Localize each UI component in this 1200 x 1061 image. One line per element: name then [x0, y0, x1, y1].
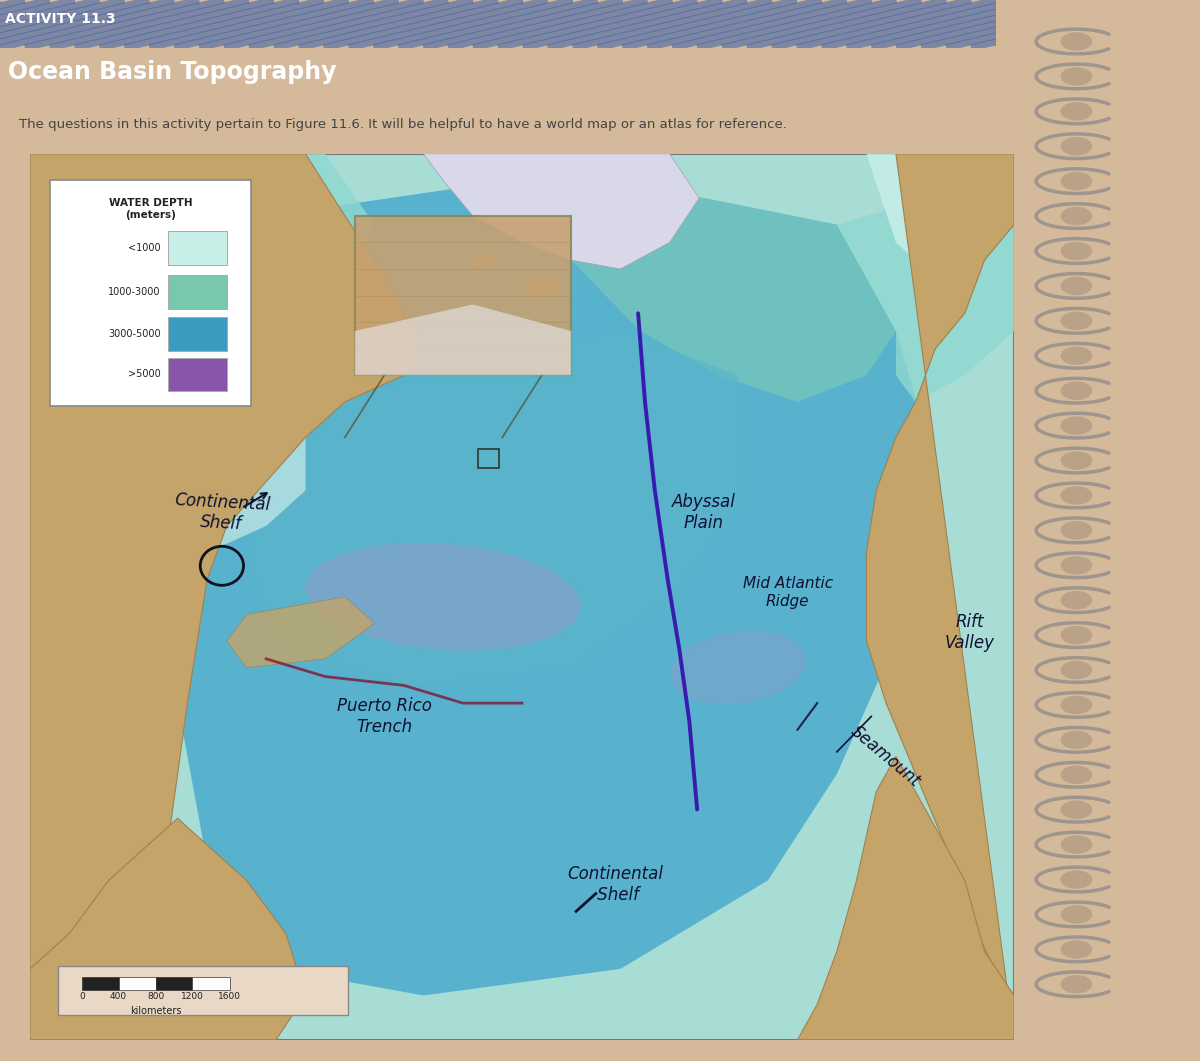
Bar: [82, 977, 119, 990]
Text: 3000-5000: 3000-5000: [108, 329, 161, 338]
Text: Continental
 Shelf: Continental Shelf: [568, 866, 664, 904]
Bar: [355, 215, 571, 376]
Ellipse shape: [1061, 486, 1092, 505]
Text: <1000: <1000: [128, 243, 161, 253]
Ellipse shape: [1061, 765, 1092, 784]
Ellipse shape: [522, 276, 562, 298]
Polygon shape: [798, 756, 1014, 1040]
Ellipse shape: [1061, 312, 1092, 330]
Polygon shape: [178, 172, 935, 995]
Ellipse shape: [1061, 137, 1092, 156]
Polygon shape: [227, 596, 374, 667]
Polygon shape: [424, 154, 700, 269]
Text: ACTIVITY 11.3: ACTIVITY 11.3: [5, 12, 115, 25]
Text: Ocean Basin Topography: Ocean Basin Topography: [8, 59, 336, 84]
Ellipse shape: [1061, 242, 1092, 260]
Text: 1000-3000: 1000-3000: [108, 288, 161, 297]
Ellipse shape: [1061, 835, 1092, 854]
Ellipse shape: [1061, 661, 1092, 679]
Text: 400: 400: [110, 992, 127, 1001]
Ellipse shape: [470, 253, 494, 268]
Polygon shape: [30, 154, 374, 376]
Ellipse shape: [1061, 207, 1092, 225]
Ellipse shape: [1061, 32, 1092, 51]
Ellipse shape: [1061, 451, 1092, 470]
Ellipse shape: [1061, 905, 1092, 924]
Text: kilometers: kilometers: [131, 1006, 181, 1016]
Polygon shape: [866, 154, 1014, 260]
Text: Seamount: Seamount: [847, 723, 924, 790]
Polygon shape: [187, 376, 306, 553]
Ellipse shape: [1061, 521, 1092, 540]
Bar: [168, 317, 227, 350]
Text: Puerto Rico
Trench: Puerto Rico Trench: [337, 697, 432, 736]
Ellipse shape: [1061, 347, 1092, 365]
Text: Abyssal
Plain: Abyssal Plain: [672, 493, 736, 532]
Bar: [119, 977, 156, 990]
Text: Mid Atlantic
Ridge: Mid Atlantic Ridge: [743, 576, 833, 609]
Bar: [156, 977, 192, 990]
Ellipse shape: [1061, 975, 1092, 993]
Ellipse shape: [1061, 696, 1092, 714]
Text: 1200: 1200: [181, 992, 204, 1001]
Text: 0: 0: [79, 992, 85, 1001]
Text: Continental
Shelf: Continental Shelf: [173, 491, 271, 535]
Ellipse shape: [1061, 626, 1092, 644]
Ellipse shape: [671, 631, 806, 705]
Ellipse shape: [1061, 102, 1092, 121]
Ellipse shape: [1061, 416, 1092, 435]
Polygon shape: [571, 172, 896, 402]
Ellipse shape: [1061, 800, 1092, 819]
Bar: [168, 231, 227, 264]
Ellipse shape: [1061, 67, 1092, 86]
Polygon shape: [246, 331, 738, 685]
Text: Rift
Valley: Rift Valley: [944, 613, 995, 651]
Text: The questions in this activity pertain to Figure 11.6. It will be helpful to hav: The questions in this activity pertain t…: [19, 118, 787, 132]
Bar: [478, 449, 499, 468]
Ellipse shape: [1061, 277, 1092, 295]
Ellipse shape: [1061, 556, 1092, 574]
Ellipse shape: [1061, 731, 1092, 749]
Polygon shape: [30, 154, 424, 969]
Bar: [168, 275, 227, 309]
Polygon shape: [836, 172, 1014, 402]
Ellipse shape: [1061, 591, 1092, 609]
Bar: [58, 967, 348, 1015]
Ellipse shape: [1061, 870, 1092, 889]
Ellipse shape: [306, 543, 581, 650]
Ellipse shape: [1061, 172, 1092, 190]
Text: WATER DEPTH
(meters): WATER DEPTH (meters): [109, 198, 192, 220]
Polygon shape: [866, 154, 1014, 1040]
Polygon shape: [30, 818, 306, 1040]
Polygon shape: [355, 305, 571, 376]
FancyBboxPatch shape: [49, 180, 252, 406]
Ellipse shape: [1061, 940, 1092, 959]
Ellipse shape: [1061, 381, 1092, 400]
Text: 800: 800: [148, 992, 164, 1001]
Text: >5000: >5000: [128, 369, 161, 380]
Text: 1600: 1600: [218, 992, 241, 1001]
Bar: [168, 358, 227, 392]
Bar: [192, 977, 229, 990]
